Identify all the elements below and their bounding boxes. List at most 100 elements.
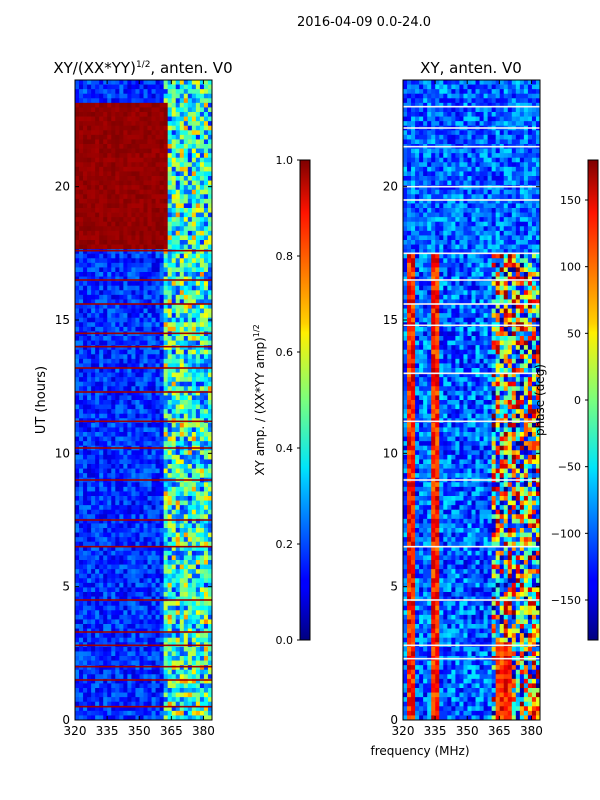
amplitude-heatmap-cell xyxy=(99,464,104,469)
amplitude-heatmap-cell xyxy=(155,336,161,341)
amplitude-heatmap-cell xyxy=(163,194,169,200)
amplitude-heatmap-cell xyxy=(119,285,124,291)
amplitude-heatmap-cell xyxy=(87,601,92,607)
amplitude-heatmap-cell xyxy=(111,162,116,168)
amplitude-heatmap-cell xyxy=(187,294,193,300)
amplitude-heatmap-cell xyxy=(135,528,140,533)
amplitude-heatmap-cell xyxy=(187,706,193,712)
amplitude-heatmap-cell xyxy=(143,528,148,533)
amplitude-heatmap-cell xyxy=(171,262,177,268)
amplitude-heatmap-cell xyxy=(191,555,197,561)
amplitude-heatmap-cell xyxy=(163,249,169,255)
amplitude-heatmap-cell xyxy=(147,624,152,629)
amplitude-heatmap-cell xyxy=(103,596,108,602)
amplitude-heatmap-cell xyxy=(159,98,165,104)
amplitude-heatmap-cell xyxy=(123,198,128,204)
amplitude-heatmap-cell xyxy=(79,592,84,597)
amplitude-heatmap-cell xyxy=(139,253,144,259)
amplitude-heatmap-cell xyxy=(195,317,201,323)
amplitude-heatmap-cell xyxy=(175,336,181,341)
phase-heatmap-cell xyxy=(423,80,428,85)
amplitude-heatmap-cell xyxy=(163,189,169,195)
amplitude-heatmap-cell xyxy=(203,381,209,387)
amplitude-heatmap-cell xyxy=(191,692,197,698)
amplitude-heatmap-cell xyxy=(139,290,144,296)
amplitude-heatmap-cell xyxy=(103,674,108,680)
amplitude-heatmap-cell xyxy=(131,299,136,305)
amplitude-heatmap-cell xyxy=(183,212,189,218)
amplitude-heatmap-cell xyxy=(203,258,209,264)
amplitude-heatmap-cell xyxy=(91,308,96,314)
amplitude-heatmap-cell xyxy=(151,93,156,99)
amplitude-heatmap-cell xyxy=(171,189,177,195)
amplitude-heatmap-cell xyxy=(119,473,124,479)
amplitude-heatmap-cell xyxy=(171,212,177,218)
amplitude-heatmap-cell xyxy=(203,614,209,620)
amplitude-heatmap-cell xyxy=(183,491,189,497)
amplitude-heatmap-cell xyxy=(111,587,116,593)
amplitude-heatmap-cell xyxy=(175,386,181,392)
amplitude-heatmap-cell xyxy=(203,386,209,392)
amplitude-heatmap-cell xyxy=(83,413,88,419)
amplitude-heatmap-cell xyxy=(135,98,140,104)
amplitude-heatmap-cell xyxy=(127,262,132,268)
amplitude-heatmap-cell xyxy=(91,660,96,666)
amplitude-x-tick-label: 320 xyxy=(64,724,87,738)
amplitude-heatmap-cell xyxy=(195,258,201,264)
amplitude-heatmap-cell xyxy=(83,112,88,117)
amplitude-heatmap-cell xyxy=(119,354,124,360)
amplitude-heatmap-cell xyxy=(111,669,116,675)
amplitude-heatmap-cell xyxy=(199,633,205,639)
amplitude-heatmap-cell xyxy=(91,550,96,556)
amplitude-heatmap-cell xyxy=(187,518,193,524)
amplitude-heatmap-cell xyxy=(191,587,197,593)
amplitude-heatmap-cell xyxy=(159,619,165,625)
amplitude-heatmap-cell xyxy=(171,294,177,300)
amplitude-heatmap-cell xyxy=(203,130,209,136)
amplitude-heatmap-cell xyxy=(143,125,148,131)
amplitude-heatmap-cell xyxy=(171,628,177,634)
amplitude-heatmap-cell xyxy=(151,354,156,360)
amplitude-heatmap-cell xyxy=(187,555,193,561)
amplitude-heatmap-cell xyxy=(135,349,140,355)
amplitude-heatmap-cell xyxy=(171,157,177,163)
amplitude-heatmap-cell xyxy=(151,546,156,552)
amplitude-heatmap-cell xyxy=(171,144,177,149)
amplitude-heatmap-cell xyxy=(143,107,148,113)
amplitude-heatmap-cell xyxy=(167,678,173,684)
amplitude-heatmap-cell xyxy=(203,194,209,200)
phase-heatmap-cell xyxy=(451,84,456,90)
phase-heatmap-cell xyxy=(507,84,513,90)
amplitude-heatmap-cell xyxy=(135,491,140,497)
amplitude-heatmap-cell xyxy=(103,619,108,625)
amplitude-heatmap-cell xyxy=(151,450,156,456)
amplitude-heatmap-cell xyxy=(179,468,185,474)
amplitude-heatmap-cell xyxy=(91,153,96,159)
amplitude-heatmap-cell xyxy=(123,153,128,159)
amplitude-heatmap-cell xyxy=(107,358,112,364)
amplitude-heatmap-cell xyxy=(187,459,193,465)
amplitude-heatmap-cell xyxy=(83,148,88,154)
amplitude-heatmap-cell xyxy=(103,578,108,584)
amplitude-heatmap-cell xyxy=(199,313,205,319)
amplitude-heatmap-cell xyxy=(119,464,124,469)
amplitude-heatmap-cell xyxy=(119,162,124,168)
amplitude-heatmap-cell xyxy=(171,601,177,607)
amplitude-heatmap-cell xyxy=(75,180,80,186)
amplitude-heatmap-cell xyxy=(127,125,132,131)
amplitude-heatmap-cell xyxy=(87,134,92,140)
amplitude-heatmap-cell xyxy=(199,212,205,218)
amplitude-heatmap-cell xyxy=(131,134,136,140)
amplitude-heatmap-cell xyxy=(103,107,108,113)
amplitude-heatmap-cell xyxy=(127,610,132,616)
amplitude-heatmap-cell xyxy=(91,395,96,401)
amplitude-heatmap-cell xyxy=(83,619,88,625)
amplitude-heatmap-cell xyxy=(103,212,108,218)
amplitude-heatmap-cell xyxy=(175,381,181,387)
amplitude-heatmap-cell xyxy=(187,153,193,159)
amplitude-heatmap-cell xyxy=(155,285,161,291)
amplitude-heatmap-cell xyxy=(75,601,80,607)
amplitude-heatmap-cell xyxy=(91,468,96,474)
amplitude-heatmap-cell xyxy=(123,697,128,703)
amplitude-heatmap-cell xyxy=(135,637,140,643)
